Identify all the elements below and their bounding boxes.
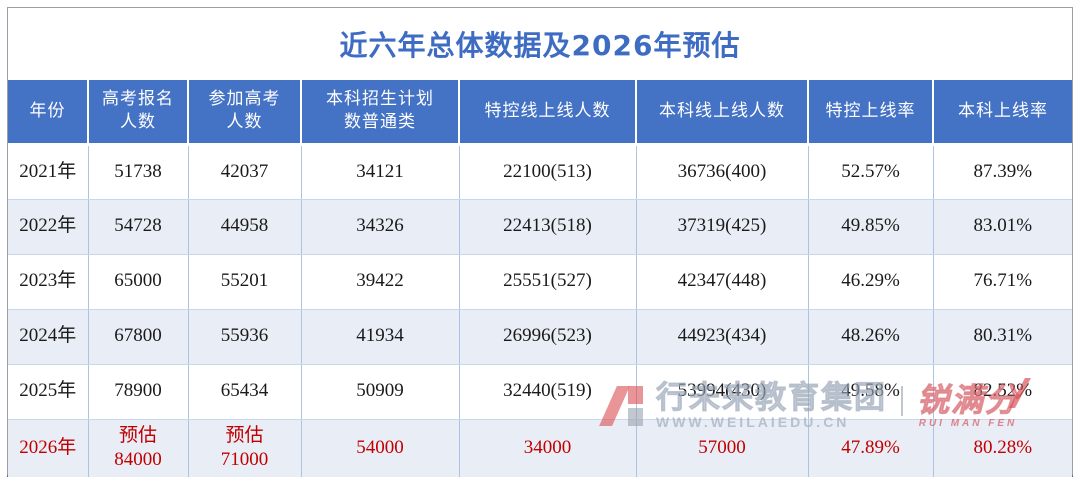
table-cell: 48.26% (808, 309, 934, 365)
table-panel: 近六年总体数据及2026年预估 年份 高考报名 人数 参加高考 人数 本科招生计… (7, 7, 1073, 477)
cell-year: 2022年 (8, 199, 89, 255)
data-table: 年份 高考报名 人数 参加高考 人数 本科招生计划 数普通类 特控线上线人数 本… (8, 80, 1072, 477)
page-title-year-highlight: 2026 (571, 29, 654, 62)
cell-year: 2025年 (8, 364, 89, 420)
table-cell: 26996(523) (459, 309, 637, 365)
table-cell: 46.29% (808, 254, 934, 310)
header-cell-registered: 高考报名 人数 (88, 80, 189, 146)
table-cell: 50909 (301, 364, 460, 420)
table-cell: 65434 (188, 364, 302, 420)
header-cell-undergrad-rate: 本科上线率 (933, 80, 1072, 146)
table-cell: 54000 (301, 419, 460, 477)
table-cell: 82.52% (933, 364, 1072, 420)
table-cell: 49.85% (808, 199, 934, 255)
table-cell: 57000 (636, 419, 809, 477)
table-cell: 52.57% (808, 144, 934, 200)
table-cell: 预估 71000 (188, 419, 302, 477)
table-cell: 44923(434) (636, 309, 809, 365)
table-cell: 80.31% (933, 309, 1072, 365)
table-cell: 87.39% (933, 144, 1072, 200)
table-cell: 34121 (301, 144, 460, 200)
table-cell: 37319(425) (636, 199, 809, 255)
table-row-2023: 2023年 65000 55201 39422 25551(527) 42347… (8, 254, 1072, 310)
table-cell: 49.58% (808, 364, 934, 420)
header-cell-special-rate: 特控上线率 (808, 80, 934, 146)
table-cell: 65000 (88, 254, 189, 310)
table-cell: 47.89% (808, 419, 934, 477)
header-cell-undergrad-line-count: 本科线上线人数 (636, 80, 809, 146)
table-row-2021: 2021年 51738 42037 34121 22100(513) 36736… (8, 144, 1072, 200)
header-cell-enrollment-plan: 本科招生计划 数普通类 (301, 80, 460, 146)
header-cell-special-line-count: 特控线上线人数 (459, 80, 637, 146)
table-row-2025: 2025年 78900 65434 50909 32440(519) 53994… (8, 364, 1072, 420)
header-cell-year: 年份 (8, 80, 89, 146)
table-cell: 51738 (88, 144, 189, 200)
table-cell: 80.28% (933, 419, 1072, 477)
table-cell: 22413(518) (459, 199, 637, 255)
table-cell: 34326 (301, 199, 460, 255)
table-row-2024: 2024年 67800 55936 41934 26996(523) 44923… (8, 309, 1072, 365)
table-cell: 67800 (88, 309, 189, 365)
table-cell: 22100(513) (459, 144, 637, 200)
table-cell: 55936 (188, 309, 302, 365)
page-title: 近六年总体数据及2026年预估 (340, 24, 741, 64)
page-title-suffix: 年预估 (653, 31, 741, 62)
table-cell: 83.01% (933, 199, 1072, 255)
table-cell: 54728 (88, 199, 189, 255)
table-cell: 42347(448) (636, 254, 809, 310)
title-row: 近六年总体数据及2026年预估 (8, 8, 1072, 80)
table-cell: 32440(519) (459, 364, 637, 420)
page-title-prefix: 近六年总体数据及 (339, 31, 572, 62)
table-cell: 预估 84000 (88, 419, 189, 477)
table-row-2022: 2022年 54728 44958 34326 22413(518) 37319… (8, 199, 1072, 255)
table-cell: 34000 (459, 419, 637, 477)
table-cell: 39422 (301, 254, 460, 310)
cell-year: 2024年 (8, 309, 89, 365)
header-cell-participated: 参加高考 人数 (188, 80, 302, 146)
table-cell: 76.71% (933, 254, 1072, 310)
table-cell: 78900 (88, 364, 189, 420)
table-cell: 53994(430) (636, 364, 809, 420)
cell-year: 2026年 (8, 419, 89, 477)
table-cell: 55201 (188, 254, 302, 310)
table-cell: 36736(400) (636, 144, 809, 200)
table-row-2026-forecast: 2026年 预估 84000 预估 71000 54000 34000 5700… (8, 419, 1072, 477)
table-cell: 41934 (301, 309, 460, 365)
table-cell: 42037 (188, 144, 302, 200)
cell-year: 2021年 (8, 144, 89, 200)
table-cell: 25551(527) (459, 254, 637, 310)
table-cell: 44958 (188, 199, 302, 255)
cell-year: 2023年 (8, 254, 89, 310)
header-row: 年份 高考报名 人数 参加高考 人数 本科招生计划 数普通类 特控线上线人数 本… (8, 80, 1072, 146)
